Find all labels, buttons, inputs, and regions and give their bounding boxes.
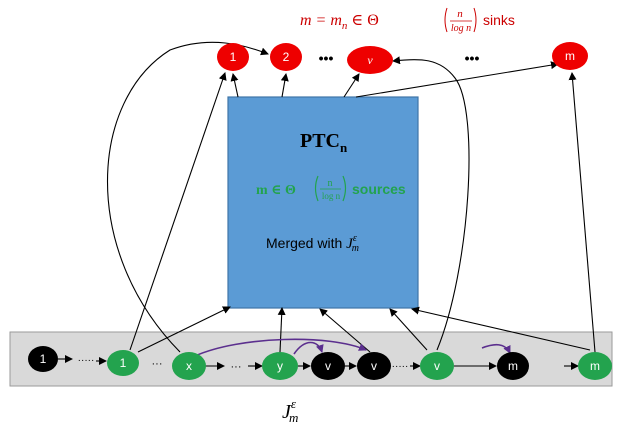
svg-text:1: 1	[230, 50, 237, 64]
ptc-box	[227, 96, 419, 309]
svg-text:n: n	[457, 8, 463, 20]
chain-ellipsis-2: ···	[152, 358, 163, 370]
svg-text:v: v	[434, 359, 440, 373]
sinks-caption: m = mn ∈ Θ	[300, 12, 379, 32]
purple-edges	[194, 338, 511, 357]
svg-text:log n: log n	[322, 191, 341, 201]
chain-node-black-m: m	[497, 352, 529, 380]
chain-ellipsis-4: ·····	[392, 361, 409, 372]
svg-text:x: x	[186, 359, 192, 373]
chain-ellipsis-3: ···	[231, 361, 242, 373]
sink-ellipsis-left: •••	[319, 50, 334, 66]
svg-text:log n: log n	[451, 23, 471, 34]
chain-label: Jε m	[282, 396, 298, 425]
chain-ellipsis-1: ·····	[78, 355, 95, 366]
svg-text:1: 1	[120, 356, 127, 370]
svg-text:sources: sources	[352, 181, 406, 197]
chain-node-green-1: 1	[107, 350, 139, 376]
chain-node-green-x: x	[172, 352, 206, 380]
sink-ellipsis-right: •••	[465, 50, 480, 66]
svg-text:v: v	[367, 53, 373, 67]
sink-node-m: m	[552, 42, 588, 70]
svg-text:m: m	[565, 49, 575, 63]
svg-text:2: 2	[283, 50, 290, 64]
sources-formula: m ∈ Θ n log n sources	[256, 175, 406, 202]
chain-node-green-v: v	[420, 352, 454, 380]
sinks-caption-fraction: n log n	[444, 7, 477, 34]
sinks-caption-word: sinks	[483, 12, 515, 28]
sink-node-v: v	[347, 46, 393, 74]
svg-text:m: m	[590, 359, 600, 373]
chain-node-green-y: y	[262, 352, 298, 380]
svg-text:y: y	[277, 359, 283, 373]
svg-text:1: 1	[40, 352, 47, 366]
sink-node-2: 2	[270, 43, 302, 71]
svg-text:v: v	[371, 359, 377, 373]
ptc-title: PTCn	[300, 130, 348, 155]
svg-text:m ∈ Θ: m ∈ Θ	[256, 183, 296, 198]
merged-text: Merged with Jε m	[266, 233, 359, 254]
chain-node-black-1: 1	[28, 346, 58, 372]
sink-node-1: 1	[217, 43, 249, 71]
chain-node-black-v1: v	[311, 352, 345, 380]
svg-text:n: n	[328, 178, 333, 189]
chain-node-green-m: m	[578, 352, 612, 380]
svg-text:m: m	[508, 359, 518, 373]
chain-node-black-v2: v	[357, 352, 391, 380]
svg-text:v: v	[325, 359, 331, 373]
